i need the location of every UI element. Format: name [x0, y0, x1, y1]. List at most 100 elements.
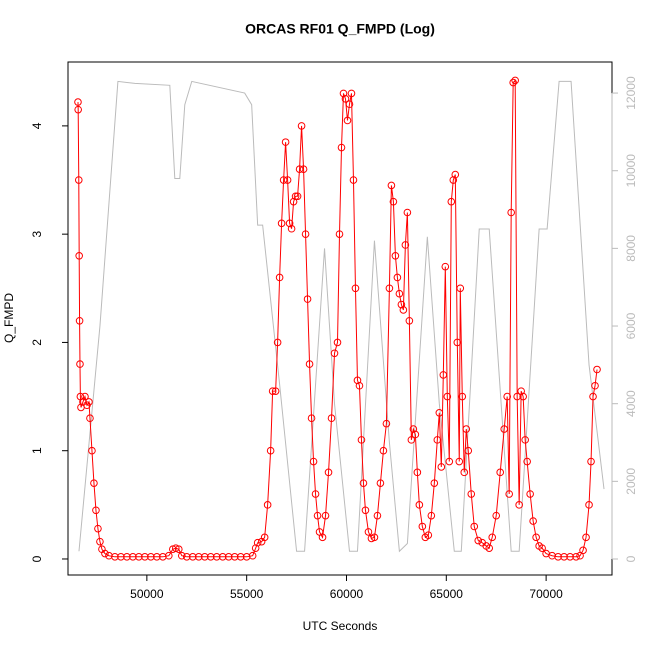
point: [224, 553, 233, 561]
point: [74, 98, 82, 106]
point: [393, 273, 402, 282]
x-tick-label: 55000: [230, 587, 264, 601]
point: [458, 392, 467, 401]
point: [445, 457, 454, 466]
x-tick-label: 50000: [130, 587, 164, 601]
point: [355, 381, 364, 390]
point: [313, 511, 322, 520]
point: [395, 289, 404, 298]
y2-tick-label: 6000: [624, 312, 638, 339]
point: [94, 524, 102, 533]
point: [593, 365, 601, 374]
point: [295, 165, 304, 173]
point: [441, 262, 450, 271]
point: [337, 143, 346, 152]
point: [433, 436, 442, 444]
point: [279, 176, 288, 184]
point: [281, 138, 290, 146]
point: [206, 553, 215, 561]
point: [409, 425, 418, 433]
point: [153, 553, 161, 561]
point: [129, 553, 137, 561]
point: [397, 300, 406, 309]
point: [277, 219, 286, 228]
point: [324, 468, 333, 477]
series-line: [78, 80, 605, 553]
point: [385, 284, 394, 293]
point: [251, 544, 260, 552]
point: [451, 170, 460, 179]
point: [349, 176, 358, 184]
point: [427, 511, 436, 520]
point: [353, 376, 362, 385]
point: [447, 197, 456, 206]
point: [343, 116, 352, 125]
point: [268, 387, 277, 395]
point: [515, 501, 523, 509]
point: [345, 100, 354, 109]
point: [391, 252, 400, 260]
y-tick-label: 0: [30, 555, 44, 562]
point: [503, 392, 511, 401]
point: [526, 490, 534, 498]
point: [449, 176, 458, 184]
point: [347, 89, 356, 98]
point: [519, 392, 527, 401]
point: [572, 553, 580, 561]
y-tick-label: 1: [30, 447, 44, 454]
x-tick-label: 65000: [430, 587, 464, 601]
point: [521, 436, 529, 444]
point: [285, 219, 294, 228]
point: [230, 553, 239, 561]
point: [289, 197, 298, 206]
point: [389, 197, 398, 206]
point: [333, 338, 342, 347]
point: [509, 78, 517, 87]
point: [532, 533, 540, 542]
point: [591, 381, 599, 390]
point: [405, 316, 414, 325]
point: [200, 553, 209, 561]
point: [174, 545, 183, 554]
point: [435, 409, 444, 417]
point: [529, 517, 537, 525]
point: [212, 553, 221, 561]
point: [321, 511, 330, 520]
chart-title: ORCAS RF01 Q_FMPD (Log): [245, 21, 435, 37]
y-tick-label: 2: [30, 339, 44, 346]
point: [517, 387, 525, 395]
point: [496, 468, 505, 477]
point: [266, 446, 275, 455]
point: [443, 392, 452, 401]
point: [339, 89, 348, 98]
y-tick-label: 3: [30, 230, 44, 237]
point: [330, 349, 339, 358]
point: [111, 553, 119, 561]
point: [538, 544, 546, 552]
point: [523, 457, 531, 466]
point: [236, 553, 245, 561]
point: [177, 551, 186, 560]
point: [464, 446, 473, 455]
point: [401, 241, 410, 249]
point: [123, 553, 131, 561]
point: [301, 230, 310, 238]
point: [485, 544, 494, 552]
point: [271, 387, 280, 395]
point: [387, 181, 396, 190]
y-axis-label: Q_FMPD: [2, 293, 16, 343]
point: [566, 553, 574, 561]
point: [305, 360, 314, 368]
point: [141, 553, 149, 561]
y-tick-label: 4: [30, 122, 44, 129]
point: [275, 273, 284, 282]
y2-tick-label: 2000: [624, 468, 638, 495]
point: [351, 284, 360, 293]
point: [470, 522, 479, 531]
point: [467, 490, 476, 498]
point: [76, 360, 84, 368]
y2-tick-label: 0: [624, 555, 638, 562]
point: [382, 419, 391, 428]
point: [415, 501, 424, 509]
